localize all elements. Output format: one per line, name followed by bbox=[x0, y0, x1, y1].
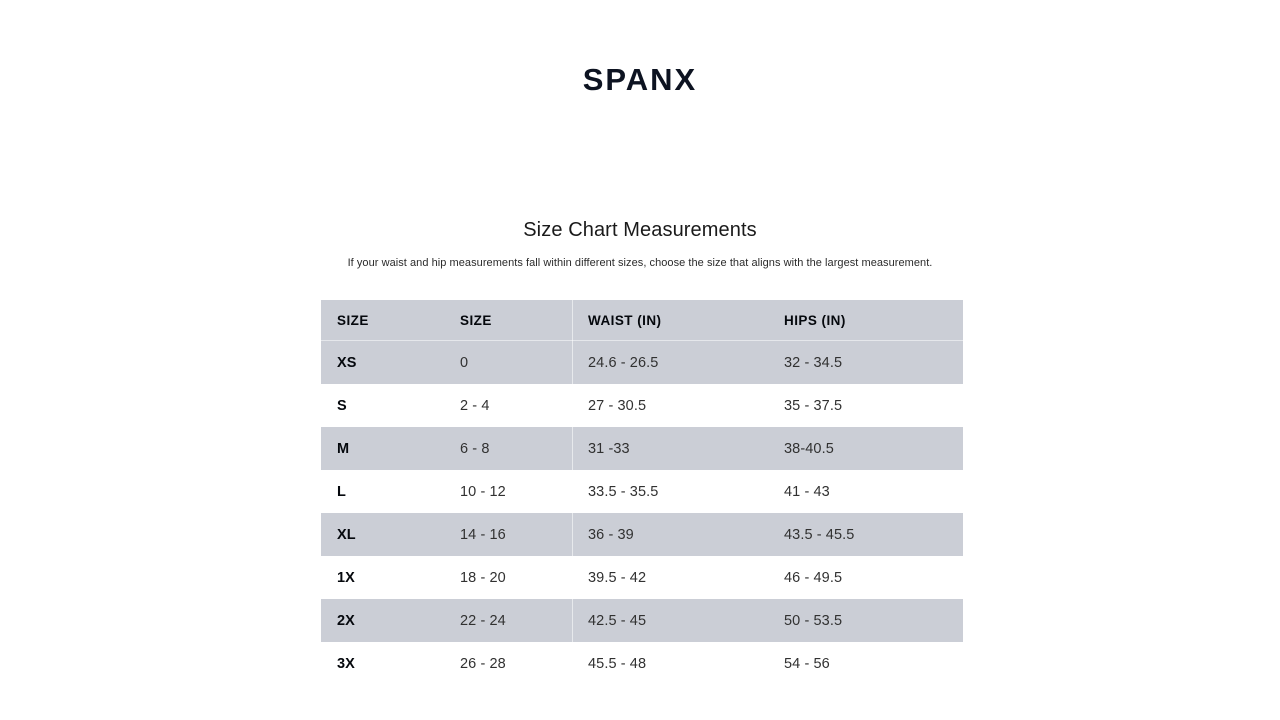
cell-size-letter: L bbox=[321, 470, 444, 513]
cell-waist: 31 -33 bbox=[572, 427, 768, 470]
table-row: 3X 26 - 28 45.5 - 48 54 - 56 bbox=[321, 642, 963, 685]
table-row: L 10 - 12 33.5 - 35.5 41 - 43 bbox=[321, 470, 963, 513]
table-row: S 2 - 4 27 - 30.5 35 - 37.5 bbox=[321, 384, 963, 427]
size-chart-table-container: SIZE SIZE WAIST (IN) HIPS (IN) XS 0 24.6… bbox=[321, 300, 963, 685]
cell-waist: 36 - 39 bbox=[572, 513, 768, 556]
cell-waist: 33.5 - 35.5 bbox=[572, 470, 768, 513]
brand-logo: SPANX® bbox=[0, 60, 1280, 108]
table-row: M 6 - 8 31 -33 38-40.5 bbox=[321, 427, 963, 470]
cell-size-numeric: 0 bbox=[444, 341, 572, 384]
cell-size-letter: 3X bbox=[321, 642, 444, 685]
cell-size-letter: 1X bbox=[321, 556, 444, 599]
cell-size-numeric: 6 - 8 bbox=[444, 427, 572, 470]
cell-hips: 35 - 37.5 bbox=[768, 384, 963, 427]
cell-size-numeric: 22 - 24 bbox=[444, 599, 572, 642]
cell-hips: 43.5 - 45.5 bbox=[768, 513, 963, 556]
table-row: XS 0 24.6 - 26.5 32 - 34.5 bbox=[321, 341, 963, 384]
cell-size-letter: S bbox=[321, 384, 444, 427]
page-title: Size Chart Measurements bbox=[523, 219, 757, 241]
cell-size-numeric: 10 - 12 bbox=[444, 470, 572, 513]
table-header: SIZE SIZE WAIST (IN) HIPS (IN) bbox=[321, 300, 963, 341]
cell-waist: 45.5 - 48 bbox=[572, 642, 768, 685]
cell-size-numeric: 26 - 28 bbox=[444, 642, 572, 685]
table-row: 2X 22 - 24 42.5 - 45 50 - 53.5 bbox=[321, 599, 963, 642]
table-body: XS 0 24.6 - 26.5 32 - 34.5 S 2 - 4 27 - … bbox=[321, 341, 963, 685]
brand-wordmark-spanx: SPANX bbox=[582, 62, 698, 97]
cell-size-numeric: 2 - 4 bbox=[444, 384, 572, 427]
cell-waist: 24.6 - 26.5 bbox=[572, 341, 768, 384]
cell-waist: 39.5 - 42 bbox=[572, 556, 768, 599]
cell-size-letter: 2X bbox=[321, 599, 444, 642]
cell-hips: 41 - 43 bbox=[768, 470, 963, 513]
column-header-size-letter: SIZE bbox=[321, 300, 444, 341]
cell-hips: 50 - 53.5 bbox=[768, 599, 963, 642]
cell-hips: 38-40.5 bbox=[768, 427, 963, 470]
column-header-size-numeric: SIZE bbox=[444, 300, 572, 341]
cell-size-letter: M bbox=[321, 427, 444, 470]
cell-size-numeric: 14 - 16 bbox=[444, 513, 572, 556]
column-header-hips: HIPS (IN) bbox=[768, 300, 963, 341]
cell-hips: 32 - 34.5 bbox=[768, 341, 963, 384]
table-header-row: SIZE SIZE WAIST (IN) HIPS (IN) bbox=[321, 300, 963, 341]
column-header-waist: WAIST (IN) bbox=[572, 300, 768, 341]
cell-size-numeric: 18 - 20 bbox=[444, 556, 572, 599]
size-chart-table: SIZE SIZE WAIST (IN) HIPS (IN) XS 0 24.6… bbox=[321, 300, 963, 685]
cell-size-letter: XS bbox=[321, 341, 444, 384]
table-row: 1X 18 - 20 39.5 - 42 46 - 49.5 bbox=[321, 556, 963, 599]
cell-hips: 46 - 49.5 bbox=[768, 556, 963, 599]
cell-waist: 27 - 30.5 bbox=[572, 384, 768, 427]
cell-size-letter: XL bbox=[321, 513, 444, 556]
cell-waist: 42.5 - 45 bbox=[572, 599, 768, 642]
cell-hips: 54 - 56 bbox=[768, 642, 963, 685]
measurement-note: If your waist and hip measurements fall … bbox=[347, 257, 933, 269]
table-row: XL 14 - 16 36 - 39 43.5 - 45.5 bbox=[321, 513, 963, 556]
